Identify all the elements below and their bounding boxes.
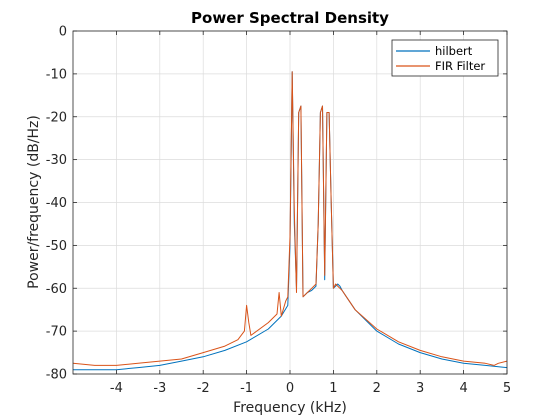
x-tick-label: 5	[503, 381, 511, 396]
x-tick-label: 4	[459, 381, 467, 396]
x-tick-label: -1	[240, 381, 253, 396]
y-tick-label: 0	[59, 25, 67, 40]
legend-label-hilbert: hilbert	[435, 44, 473, 58]
x-tick-label: 2	[373, 381, 381, 396]
legend-box	[391, 39, 499, 77]
y-tick-label: -10	[46, 67, 67, 82]
x-tick-label: 3	[416, 381, 424, 396]
chart-title: Power Spectral Density	[191, 9, 389, 27]
y-tick-label: -60	[46, 282, 67, 297]
y-tick-label: -80	[46, 368, 67, 383]
x-axis-label: Frequency (kHz)	[233, 400, 347, 416]
x-tick-label: 0	[286, 381, 294, 396]
axis-ticks: -4 -3 -2 -1 0 1 2 3 4 50-10-20-30-40-50-60-70-80	[46, 25, 511, 397]
y-axis-label: Power/frequency (dB/Hz)	[26, 115, 42, 289]
x-tick-label: 1	[329, 381, 337, 396]
x-tick-label: -3	[153, 381, 166, 396]
legend-label-fir-filter: FIR Filter	[435, 59, 485, 73]
series-line-fir-filter	[72, 71, 508, 366]
y-tick-label: -40	[46, 196, 67, 211]
x-tick-label: -2	[197, 381, 210, 396]
y-tick-label: -50	[46, 239, 67, 254]
y-tick-label: -70	[46, 325, 67, 340]
series-layer	[72, 71, 508, 371]
x-tick-label: -4	[110, 381, 123, 396]
y-tick-label: -20	[46, 110, 67, 125]
y-tick-label: -30	[46, 153, 67, 168]
